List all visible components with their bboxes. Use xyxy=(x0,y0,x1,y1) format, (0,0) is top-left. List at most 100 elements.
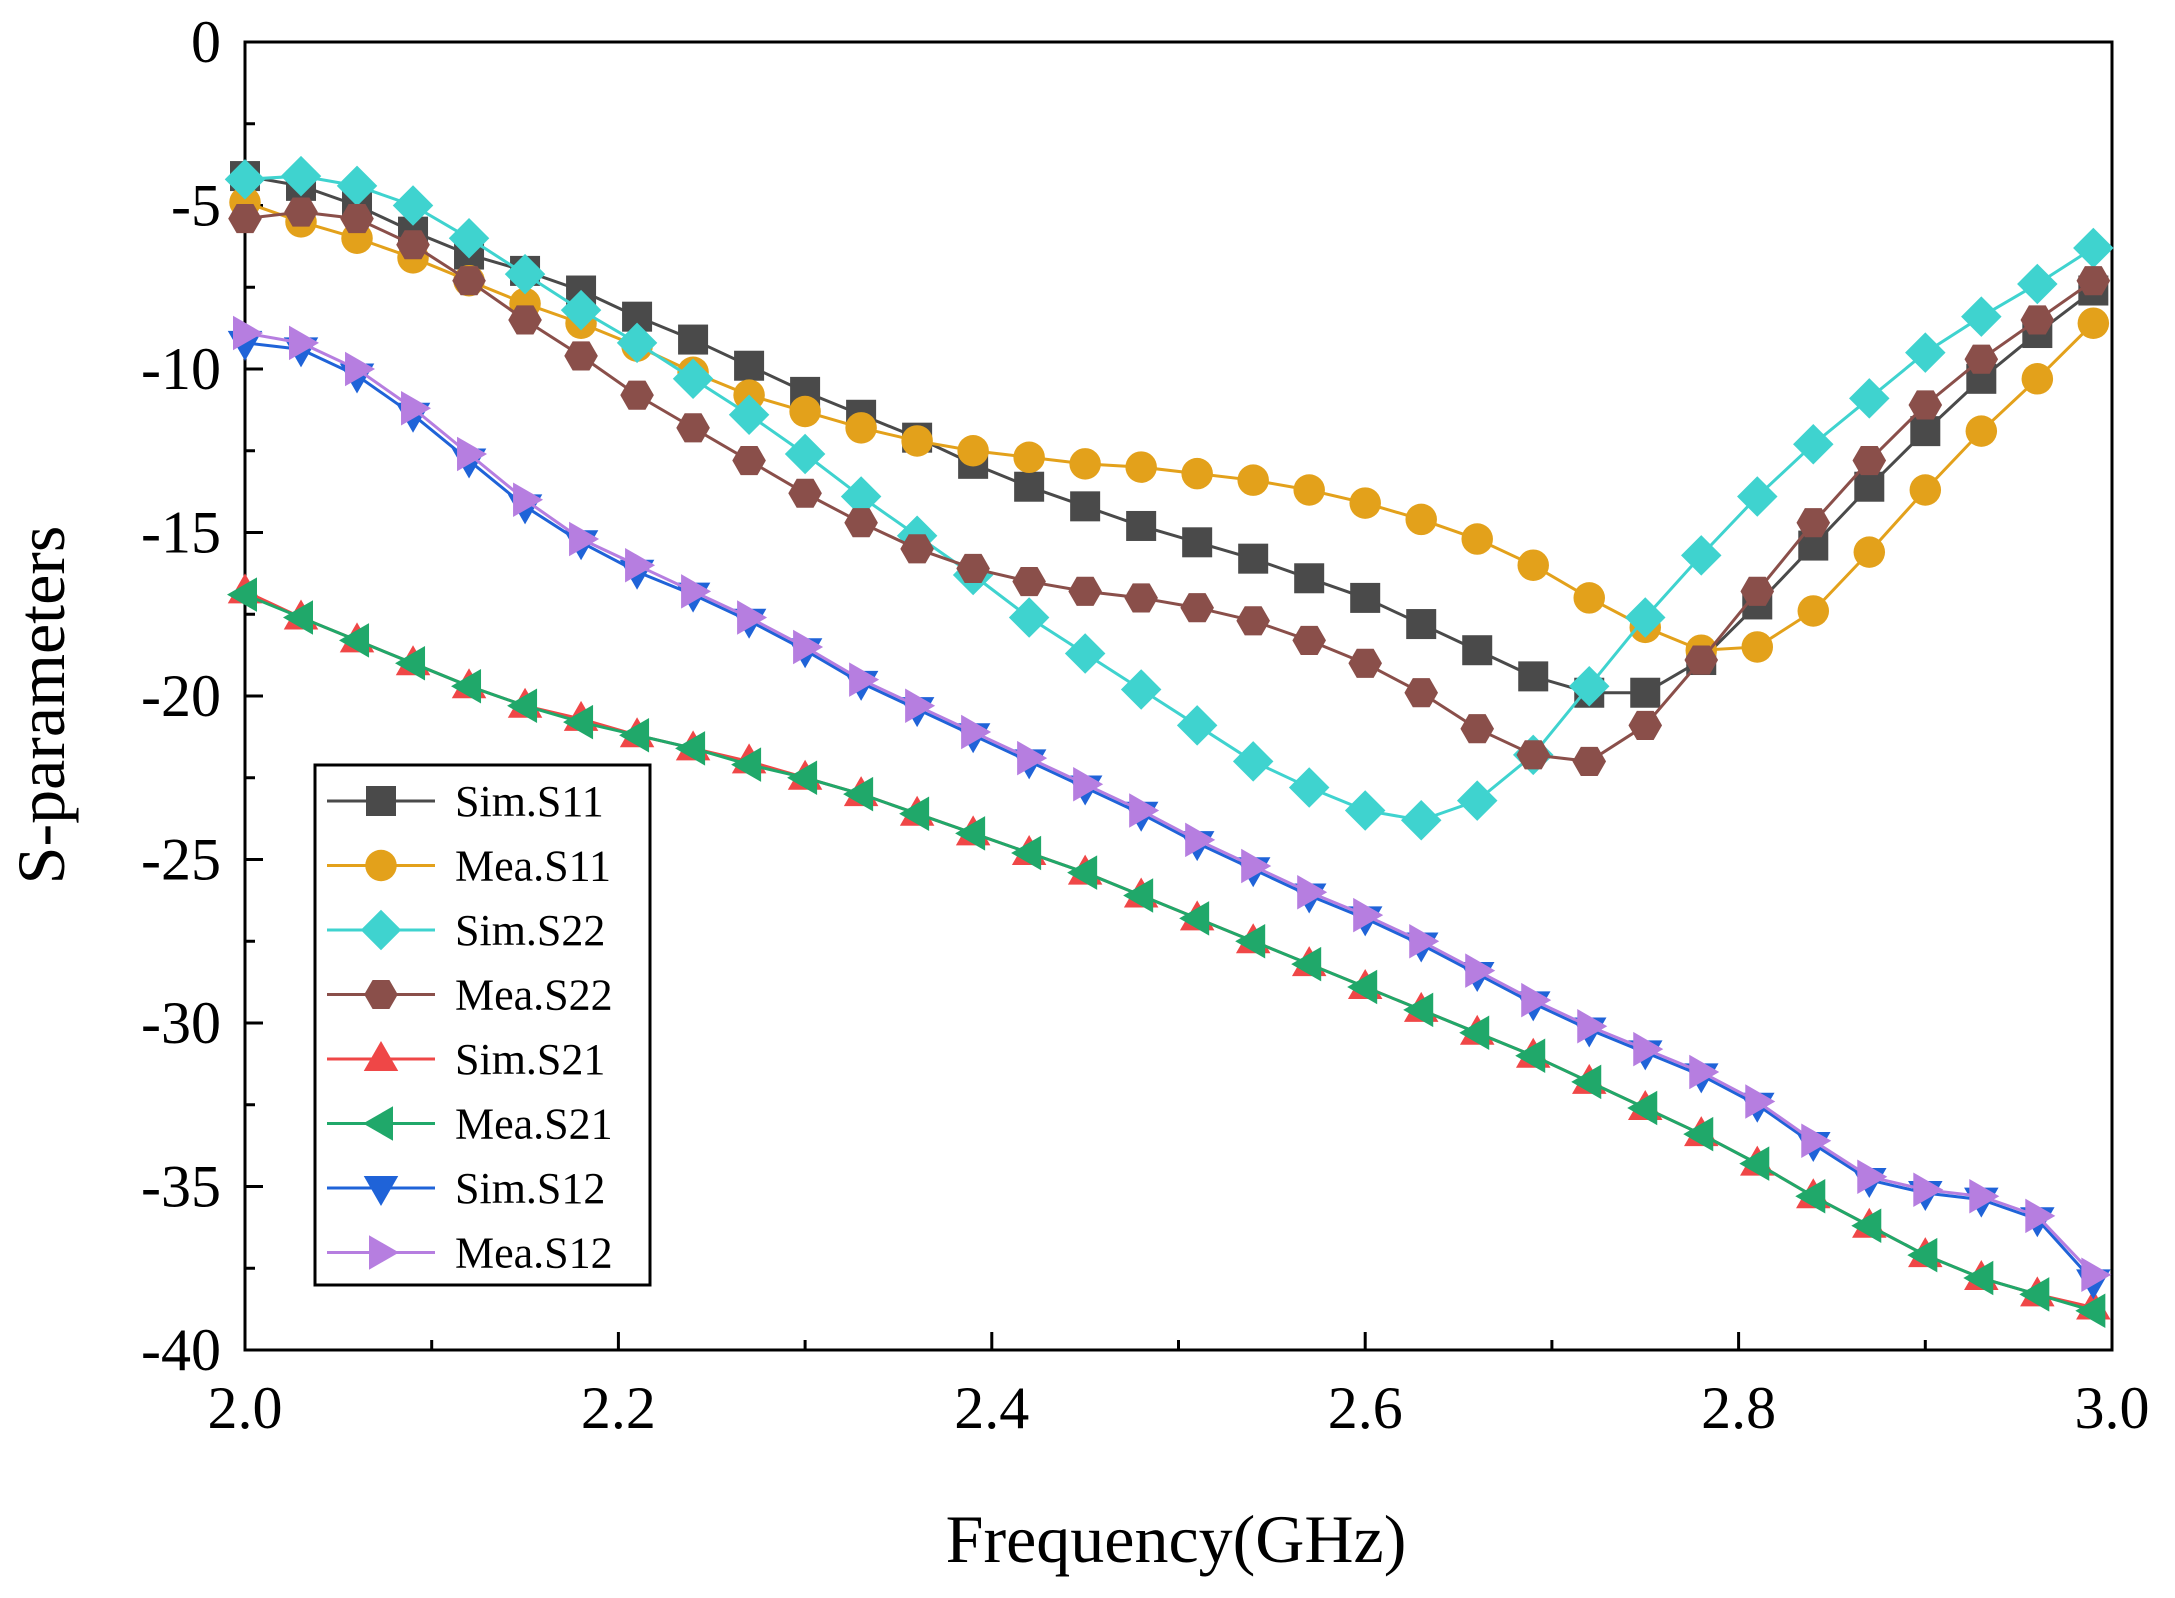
data-point-mea-s22 xyxy=(452,266,486,296)
x-tick-label: 2.4 xyxy=(954,1375,1029,1441)
data-point-mea-s11 xyxy=(1237,464,1269,496)
data-point-sim-s22 xyxy=(1120,669,1162,710)
series-mea-s21 xyxy=(227,577,2106,1329)
y-tick-label: -30 xyxy=(141,990,221,1056)
series-layer xyxy=(224,155,2114,1329)
data-point-mea-s22 xyxy=(508,305,542,335)
data-point-mea-s12 xyxy=(849,662,880,697)
data-point-mea-s21 xyxy=(1011,835,1042,871)
data-point-sim-s22 xyxy=(1681,535,1722,576)
data-point-mea-s12 xyxy=(1913,1172,1944,1208)
data-point-sim-s11 xyxy=(678,324,709,355)
data-point-sim-s22 xyxy=(1905,332,1946,373)
y-tick-label: -25 xyxy=(141,827,221,893)
legend-item-mea-s12: Mea.S12 xyxy=(327,1229,613,1278)
data-point-mea-s12 xyxy=(1633,1031,1664,1067)
y-tick-label: -10 xyxy=(141,336,221,402)
data-point-sim-s22 xyxy=(616,322,658,364)
data-point-mea-s22 xyxy=(396,230,430,260)
series-line-mea-s22 xyxy=(244,210,2095,763)
y-tick-label: 0 xyxy=(191,9,221,75)
data-point-mea-s21 xyxy=(451,668,482,704)
series-line-sim-s22 xyxy=(244,174,2095,822)
data-point-mea-s22 xyxy=(1124,583,1158,613)
data-point-mea-s21 xyxy=(2019,1277,2050,1312)
axes: 2.0 2.2 2.4 2.6 2.8 3.0 0 -5 -10 -15 -20 -25 -30 -35 -… xyxy=(141,9,2149,1441)
data-point-sim-s11 xyxy=(1518,661,1549,692)
data-point-mea-s21 xyxy=(1683,1116,1714,1152)
data-point-mea-s11 xyxy=(957,435,989,467)
data-point-sim-s11 xyxy=(1854,471,1885,502)
data-point-sim-s22 xyxy=(672,358,714,400)
data-point-mea-s21 xyxy=(843,776,874,812)
data-point-mea-s21 xyxy=(1851,1208,1882,1243)
data-point-mea-s21 xyxy=(1739,1146,1770,1181)
legend-item-mea-s22: Mea.S22 xyxy=(327,971,613,1020)
data-point-mea-s21 xyxy=(1347,969,1378,1005)
data-point-mea-s21 xyxy=(1235,924,1266,959)
data-point-mea-s11 xyxy=(2077,307,2110,339)
legend: Sim.S11 Mea.S11 Sim.S22 Mea.S22 Sim.S21 Mea.S… xyxy=(313,763,652,1287)
data-point-mea-s11 xyxy=(1741,631,1774,663)
y-tick-label: -15 xyxy=(141,500,221,566)
data-point-mea-s22 xyxy=(620,380,654,410)
data-point-sim-s22 xyxy=(728,394,770,436)
data-point-sim-s22 xyxy=(1400,800,1442,841)
data-point-sim-s11 xyxy=(734,350,765,381)
data-point-sim-s22 xyxy=(1456,780,1498,821)
data-point-mea-s11 xyxy=(1965,415,1998,447)
data-point-mea-s11 xyxy=(1573,582,1605,614)
series-sim-s22 xyxy=(224,155,2114,841)
data-point-mea-s22 xyxy=(1796,508,1831,538)
legend-label: Mea.S22 xyxy=(455,971,613,1020)
data-point-mea-s11 xyxy=(1125,451,1157,483)
data-point-mea-s21 xyxy=(1907,1237,1938,1273)
series-line-sim-s12 xyxy=(244,341,2095,1283)
data-point-mea-s12 xyxy=(961,714,992,750)
data-point-sim-s11 xyxy=(1294,563,1325,594)
series-line-sim-s11 xyxy=(244,174,2095,695)
data-point-mea-s12 xyxy=(289,325,320,361)
legend-label: Sim.S11 xyxy=(455,777,604,826)
data-point-mea-s12 xyxy=(233,315,263,351)
data-point-sim-s22 xyxy=(1849,378,1890,419)
data-point-sim-s22 xyxy=(1176,705,1218,746)
legend-marker xyxy=(366,786,396,816)
data-point-mea-s22 xyxy=(564,341,598,371)
data-point-mea-s22 xyxy=(1740,576,1775,606)
legend-marker xyxy=(360,909,402,951)
data-point-mea-s21 xyxy=(1403,992,1434,1028)
data-point-mea-s21 xyxy=(227,577,257,612)
data-point-mea-s12 xyxy=(1857,1159,1888,1194)
data-point-sim-s22 xyxy=(840,476,882,517)
data-point-mea-s12 xyxy=(1409,924,1440,959)
data-point-mea-s12 xyxy=(1689,1054,1720,1090)
data-point-sim-s11 xyxy=(1014,471,1045,502)
data-point-mea-s12 xyxy=(1241,848,1272,884)
data-point-mea-s11 xyxy=(1013,441,1045,474)
data-point-sim-s22 xyxy=(1344,790,1386,831)
data-point-mea-s12 xyxy=(681,574,712,609)
data-point-mea-s21 xyxy=(283,600,314,635)
data-point-mea-s12 xyxy=(345,351,376,387)
data-point-mea-s22 xyxy=(1292,625,1326,655)
data-point-mea-s12 xyxy=(1185,822,1216,858)
data-point-sim-s11 xyxy=(1910,416,1941,447)
data-point-mea-s21 xyxy=(1963,1260,1994,1296)
legend-item-sim-s21: Sim.S21 xyxy=(327,1035,605,1084)
data-point-mea-s21 xyxy=(2075,1293,2106,1329)
data-point-sim-s22 xyxy=(1625,597,1666,638)
data-point-sim-s22 xyxy=(1008,597,1050,638)
data-point-mea-s22 xyxy=(1964,344,1999,374)
y-axis-title: S-parameters xyxy=(3,526,79,885)
legend-marker xyxy=(363,1106,393,1141)
data-point-mea-s21 xyxy=(1795,1179,1826,1214)
data-point-mea-s21 xyxy=(395,646,426,681)
data-point-sim-s11 xyxy=(1462,635,1493,666)
data-point-mea-s12 xyxy=(2025,1198,2056,1234)
data-point-mea-s22 xyxy=(1236,606,1270,636)
data-point-mea-s12 xyxy=(457,436,488,472)
data-point-mea-s21 xyxy=(899,796,930,831)
data-point-sim-s22 xyxy=(224,159,266,200)
data-point-mea-s12 xyxy=(1801,1123,1832,1158)
